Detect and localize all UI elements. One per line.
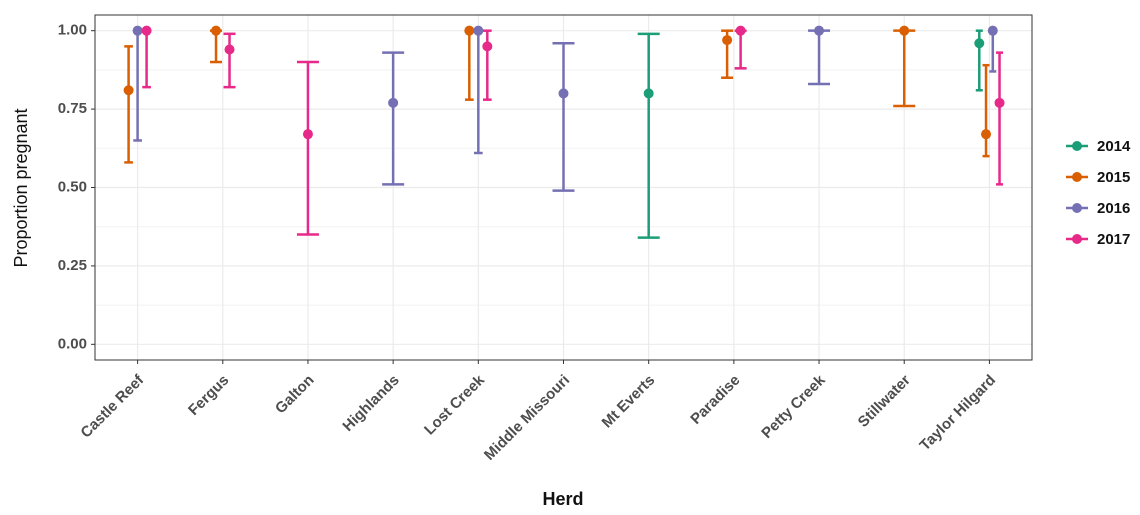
point: [388, 97, 399, 108]
point: [473, 25, 484, 36]
legend-item: 2016: [1066, 200, 1130, 217]
point: [981, 129, 992, 140]
error-bar: [552, 41, 575, 192]
y-tick-label: 1.00: [58, 22, 87, 39]
y-tick-label: 0.75: [58, 100, 87, 117]
point: [974, 38, 985, 49]
error-bar: [382, 51, 405, 186]
point: [132, 25, 143, 36]
legend-dot: [1072, 172, 1082, 182]
point: [735, 25, 746, 36]
error-bar: [996, 51, 1004, 186]
error-bar: [637, 32, 660, 239]
error-bar: [296, 60, 319, 236]
point: [224, 44, 235, 55]
x-axis-title: Herd: [542, 489, 583, 509]
legend-item: 2017: [1066, 231, 1130, 248]
point: [643, 88, 654, 99]
legend-item: 2015: [1066, 169, 1130, 186]
y-tick-label: 0.25: [58, 257, 87, 274]
point: [123, 85, 134, 96]
point: [482, 41, 493, 52]
point: [464, 25, 475, 36]
legend-label: 2016: [1097, 200, 1130, 217]
legend-label: 2017: [1097, 231, 1130, 248]
y-tick-label: 0.00: [58, 335, 87, 352]
point: [899, 25, 910, 36]
legend-dot: [1072, 141, 1082, 151]
legend-label: 2015: [1097, 169, 1130, 186]
panel-border: [94, 14, 1033, 361]
point: [302, 129, 313, 140]
point: [722, 35, 733, 46]
error-bar: [124, 45, 133, 164]
legend-dot: [1072, 234, 1082, 244]
legend-dot: [1072, 203, 1082, 213]
point: [558, 88, 569, 99]
y-axis-title: Proportion pregnant: [11, 108, 31, 267]
point: [994, 97, 1005, 108]
error-bar: [223, 32, 236, 89]
legend-item: 2014: [1066, 138, 1131, 155]
error-bar: [982, 63, 990, 158]
legend-label: 2014: [1097, 138, 1131, 155]
point: [814, 25, 825, 36]
point: [987, 25, 998, 36]
point: [211, 25, 222, 36]
point: [141, 25, 152, 36]
y-tick-label: 0.50: [58, 178, 87, 195]
